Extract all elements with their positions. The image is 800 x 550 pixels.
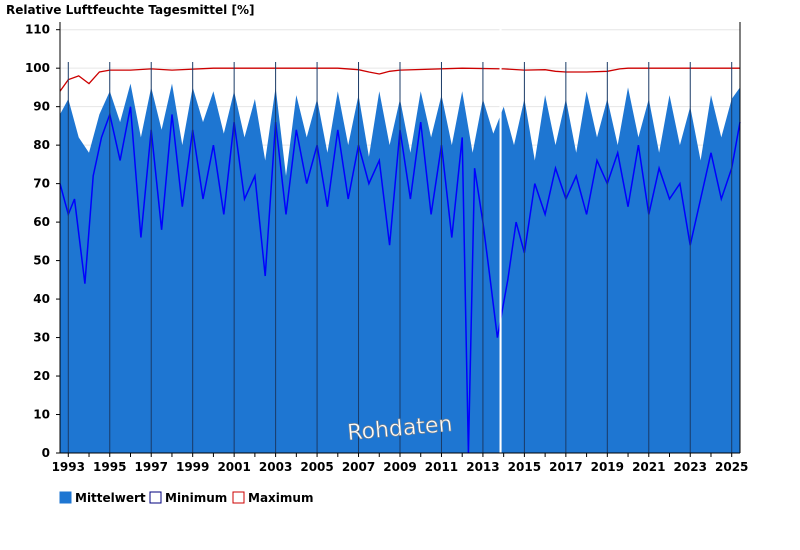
x-tick-label: 1997 xyxy=(135,460,168,474)
y-tick-label: 50 xyxy=(33,254,50,268)
y-tick-label: 20 xyxy=(33,369,50,383)
plot-area: 0 10 20 30 40 50 60 70 80 90 100 110 1993 1995 1997 199… xyxy=(25,22,748,474)
legend: Mittelwert Minimum Maximum xyxy=(59,491,313,505)
x-tick-label: 2011 xyxy=(425,460,458,474)
series-maximum-line xyxy=(59,67,740,92)
x-tick-label: 2015 xyxy=(508,460,541,474)
x-tick-label: 2019 xyxy=(591,460,624,474)
x-tick-label: 2021 xyxy=(632,460,665,474)
x-tick-label: 1995 xyxy=(93,460,126,474)
legend-swatch xyxy=(59,491,72,504)
legend-label: Maximum xyxy=(248,491,313,505)
y-tick-label: 70 xyxy=(33,177,50,191)
x-tick-label: 2025 xyxy=(715,460,748,474)
y-tick-label: 30 xyxy=(33,331,50,345)
y-tick-label: 40 xyxy=(33,292,50,306)
y-tick-label: 10 xyxy=(33,408,50,422)
legend-swatch xyxy=(149,491,162,504)
x-tick-label: 1999 xyxy=(176,460,209,474)
chart-title: Relative Luftfeuchte Tagesmittel [%] xyxy=(6,3,254,17)
x-tick-label: 2001 xyxy=(217,460,250,474)
x-tick-label: 2005 xyxy=(300,460,333,474)
x-tick-label: 2013 xyxy=(466,460,499,474)
series-minimum-line xyxy=(59,106,741,454)
y-tick-label: 110 xyxy=(25,23,50,37)
x-tick-label: 2017 xyxy=(549,460,582,474)
y-tick-label: 60 xyxy=(33,215,50,229)
y-tick-label: 0 xyxy=(42,446,50,460)
legend-swatch xyxy=(232,491,245,504)
y-tick-label: 90 xyxy=(33,100,50,114)
x-tick-label: 2003 xyxy=(259,460,292,474)
x-tick-label: 2007 xyxy=(342,460,375,474)
y-tick-label: 100 xyxy=(25,61,50,75)
x-tick-label: 2023 xyxy=(674,460,707,474)
x-tick-label: 1993 xyxy=(52,460,85,474)
data-gap xyxy=(499,22,502,453)
legend-label: Mittelwert xyxy=(75,491,146,505)
x-tick-label: 2009 xyxy=(383,460,416,474)
legend-label: Minimum xyxy=(165,491,227,505)
y-tick-label: 80 xyxy=(33,138,50,152)
